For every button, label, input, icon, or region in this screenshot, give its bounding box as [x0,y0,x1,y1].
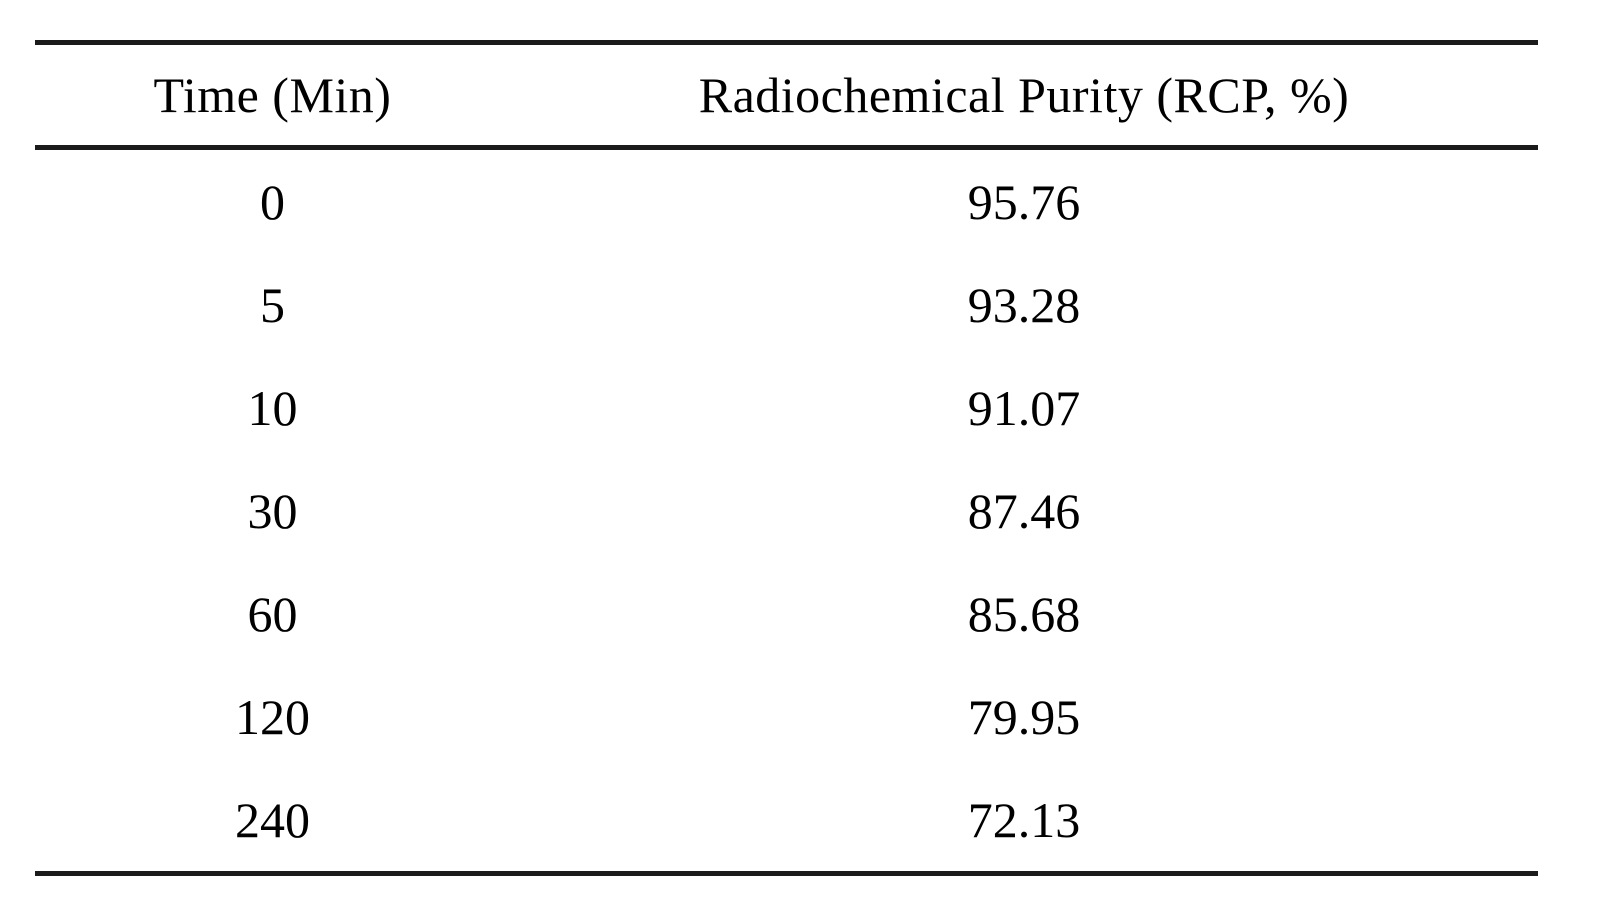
time-cell: 0 [260,173,285,230]
column-header-rcp: Radiochemical Purity (RCP, %) [698,67,1350,123]
time-cell: 60 [247,585,298,642]
time-cell: 10 [247,379,298,436]
table-row: 240 72.13 [35,768,1538,874]
table-row: 30 87.46 [35,459,1538,562]
column-header-time: Time (Min) [153,67,392,123]
table-body: 0 95.76 5 93.28 10 91.07 30 87.46 60 85.… [35,148,1538,874]
rcp-cell: 91.07 [967,379,1081,436]
rcp-cell: 72.13 [967,791,1081,848]
rcp-cell: 85.68 [967,585,1081,642]
rcp-cell: 87.46 [967,482,1081,539]
table-row: 120 79.95 [35,665,1538,768]
table-row: 5 93.28 [35,253,1538,356]
rcp-cell: 93.28 [967,276,1081,333]
time-cell: 120 [235,688,310,745]
rcp-cell: 95.76 [967,173,1081,230]
table-row: 0 95.76 [35,148,1538,254]
rcp-stability-table: Time (Min) Radiochemical Purity (RCP, %)… [35,40,1538,876]
table-row: 60 85.68 [35,562,1538,665]
time-cell: 240 [235,791,310,848]
time-cell: 5 [260,276,285,333]
rcp-cell: 79.95 [967,688,1081,745]
header-row: Time (Min) Radiochemical Purity (RCP, %) [35,43,1538,148]
table-row: 10 91.07 [35,356,1538,459]
time-cell: 30 [247,482,298,539]
